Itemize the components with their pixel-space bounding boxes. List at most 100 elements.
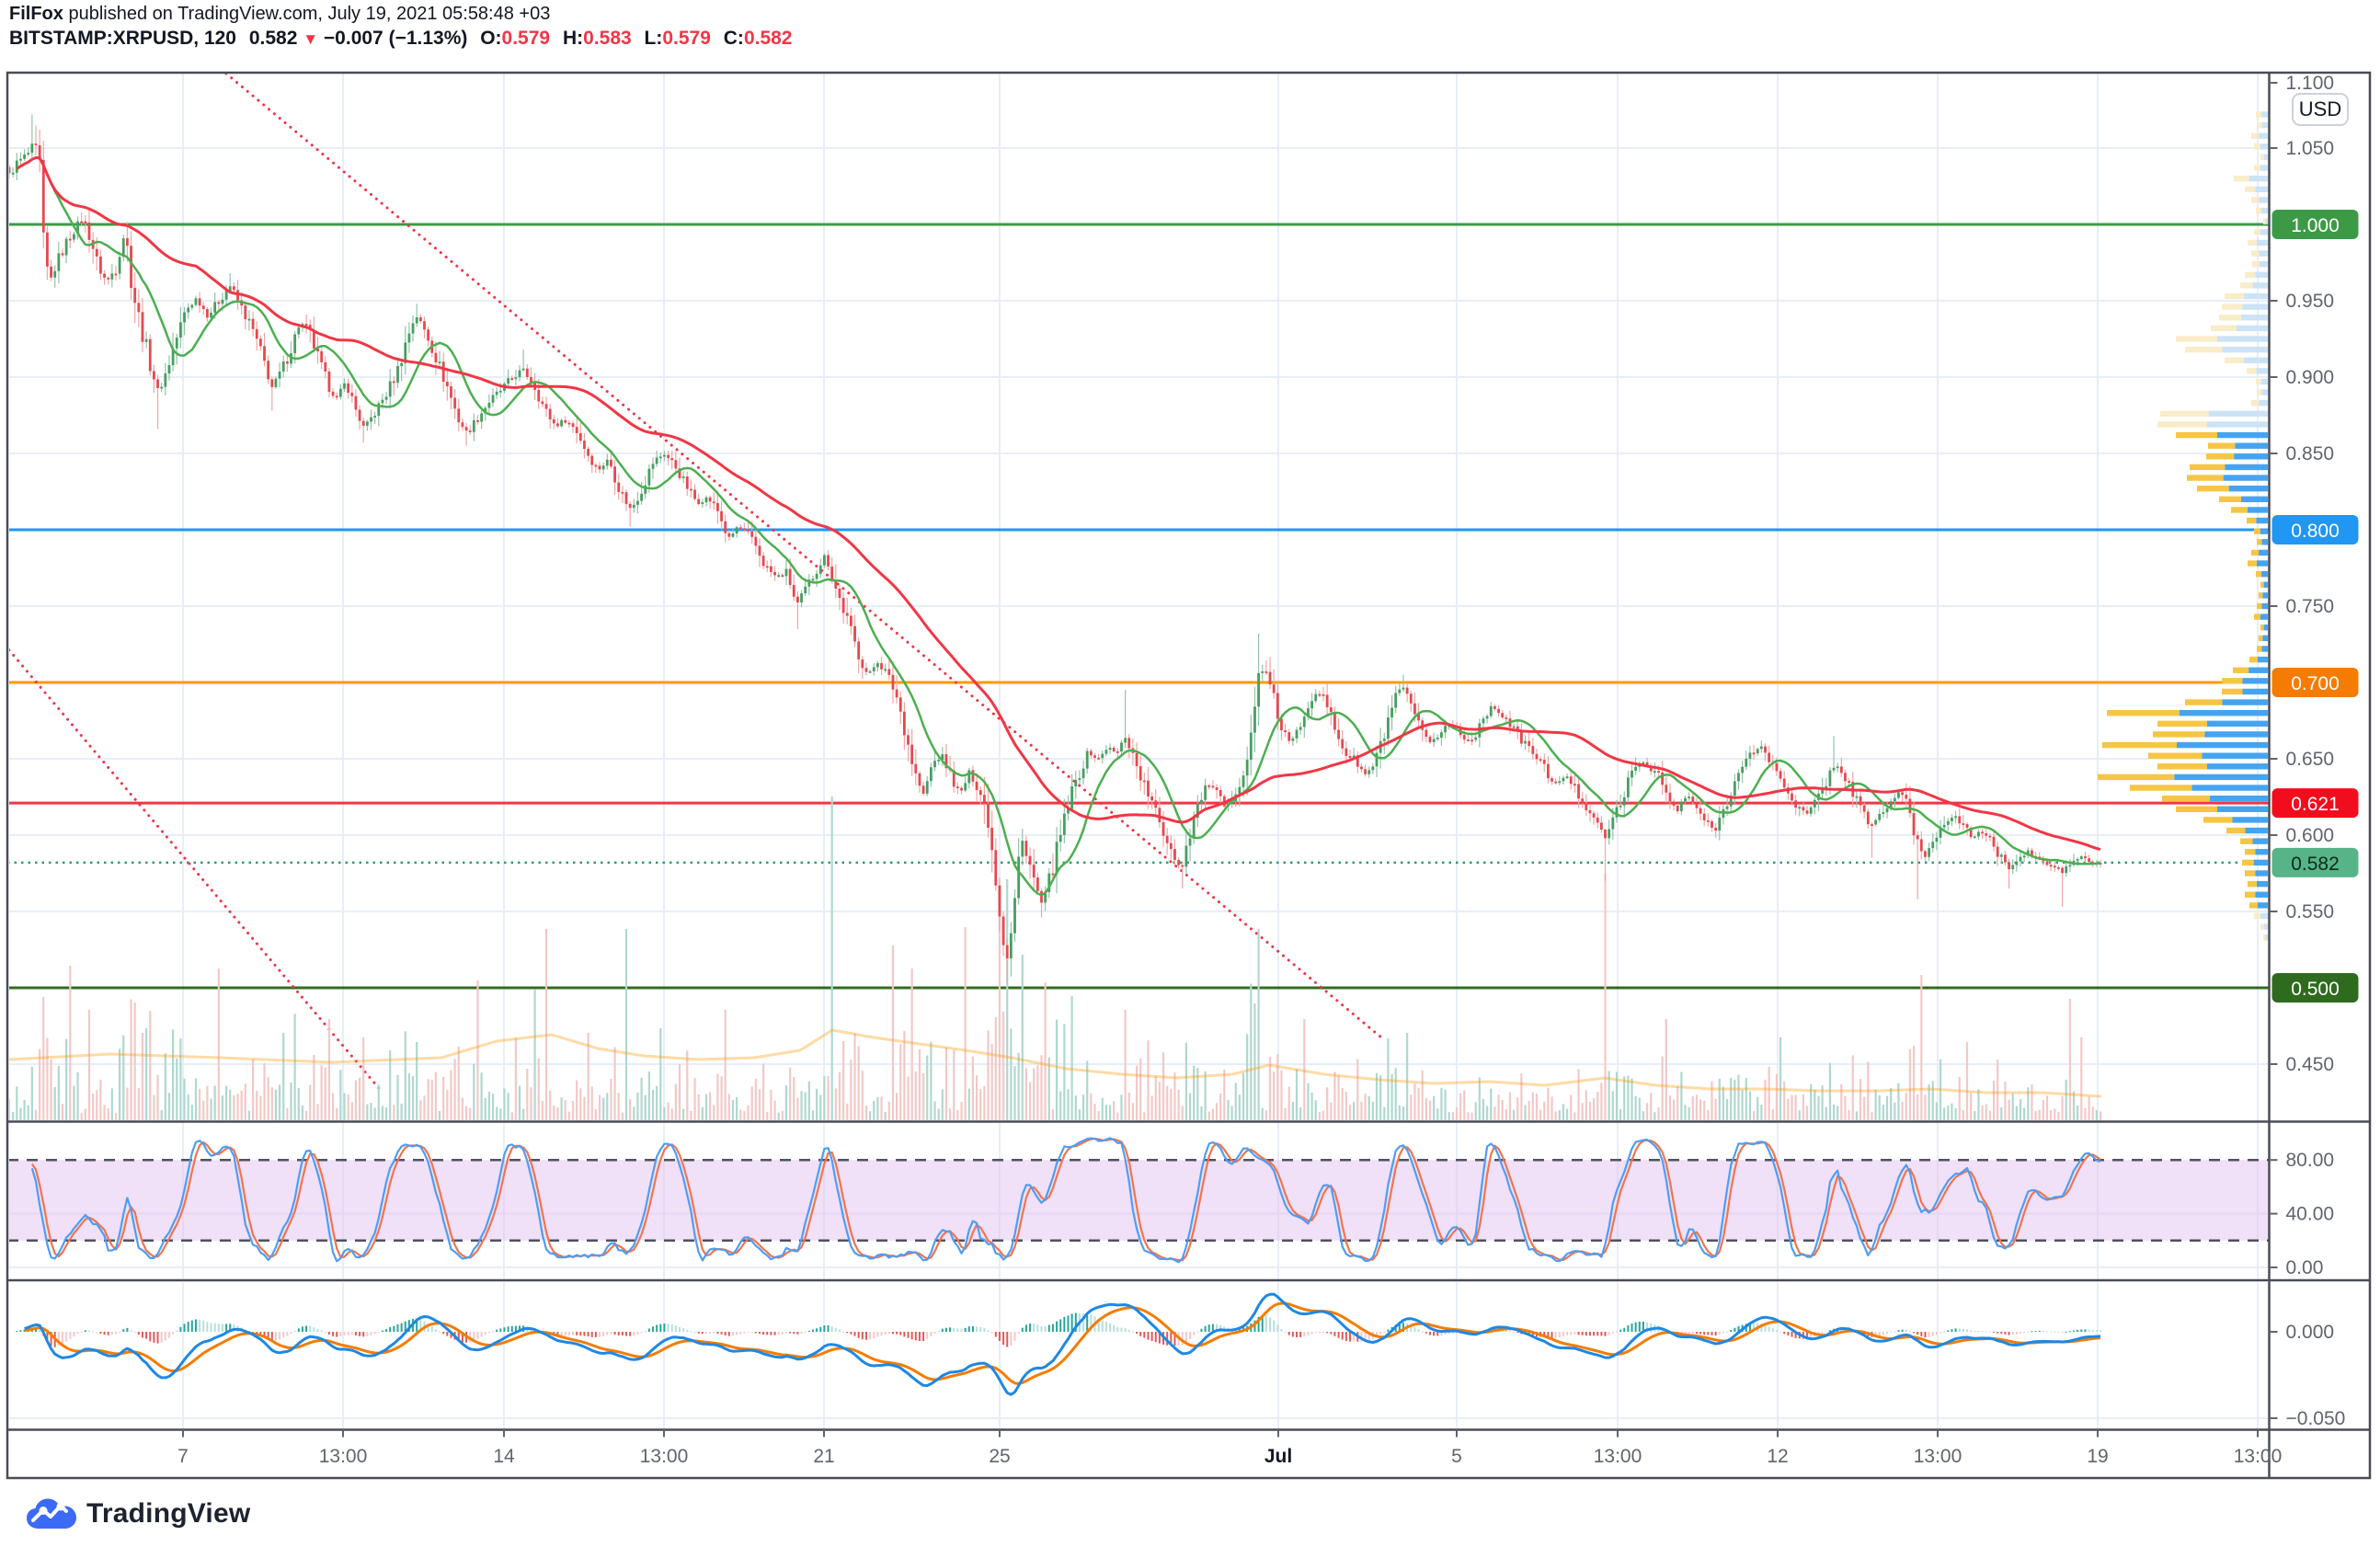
- candle-body: [361, 420, 365, 426]
- candle-body: [1154, 800, 1158, 808]
- volume-bar: [773, 1100, 776, 1120]
- volume-bar: [1139, 1058, 1142, 1120]
- macd-hist-bar: [1722, 1332, 1724, 1334]
- candle-body: [381, 399, 384, 404]
- candle-body: [994, 850, 998, 886]
- volume-bar: [1440, 1087, 1443, 1120]
- macd-hist-bar: [1737, 1325, 1740, 1332]
- macd-hist-bar: [450, 1332, 452, 1338]
- macd-hist-bar: [1939, 1332, 1942, 1334]
- candle-body: [1124, 738, 1127, 743]
- candle-body: [1184, 845, 1188, 867]
- candle-body: [1844, 773, 1847, 782]
- candle-body: [678, 468, 681, 478]
- macd-hist-bar: [1021, 1327, 1024, 1332]
- candle-body: [1284, 730, 1287, 733]
- symbol-title: BITSTAMP:XRPUSD, 120: [9, 28, 236, 49]
- candle-body: [907, 735, 910, 745]
- volume-bar: [1634, 1095, 1637, 1120]
- candle-body: [2076, 858, 2079, 861]
- volume-bar: [1451, 1112, 1454, 1120]
- candle-body: [64, 238, 68, 256]
- volume-bar: [1501, 1099, 1504, 1120]
- volume-bar: [1894, 1102, 1896, 1120]
- volume-bar: [697, 1094, 700, 1120]
- candle-body: [841, 598, 845, 613]
- macd-pane[interactable]: [7, 1282, 2270, 1428]
- candle-body: [285, 361, 289, 364]
- candle-body: [1405, 687, 1409, 694]
- volume-bar: [1562, 1104, 1565, 1120]
- macd-hist-bar: [2000, 1332, 2003, 1335]
- volume-bar: [1181, 1106, 1184, 1120]
- candle-body: [9, 166, 11, 174]
- profile-row-blue: [2260, 613, 2268, 620]
- candle-body: [1462, 735, 1466, 740]
- profile-row-yellow: [2256, 207, 2261, 214]
- candle-body: [1706, 819, 1710, 822]
- stochastic-pane[interactable]: [7, 1123, 2270, 1279]
- currency-usd-button[interactable]: USD: [2292, 93, 2349, 126]
- volume-bar: [903, 1030, 906, 1120]
- macd-hist-bar: [259, 1332, 262, 1336]
- volume-bar: [199, 1088, 201, 1120]
- candle-body: [868, 670, 872, 673]
- candle-body: [944, 754, 948, 769]
- macd-line: [24, 1292, 2101, 1396]
- macd-hist-bar: [2084, 1329, 2087, 1332]
- volume-bar: [453, 1059, 456, 1120]
- macd-hist-bar: [1707, 1332, 1710, 1335]
- volume-bar: [617, 1093, 620, 1120]
- candle-body: [1848, 781, 1851, 784]
- macd-hist-bar: [442, 1332, 445, 1335]
- candle-body: [1299, 727, 1302, 730]
- tradingview-logo[interactable]: TradingView: [26, 1495, 250, 1532]
- last-price: 0.582: [248, 28, 298, 49]
- candle-body: [1169, 842, 1173, 850]
- candle-body: [1828, 770, 1832, 786]
- candle-body: [1268, 671, 1272, 685]
- candle-body: [2004, 854, 2007, 863]
- candle-body: [601, 465, 605, 470]
- volume-bar: [553, 1105, 555, 1120]
- volume-bar: [400, 1103, 403, 1120]
- volume-bar: [686, 1050, 689, 1120]
- macd-hist-bar: [880, 1332, 883, 1336]
- candle-body: [1535, 753, 1539, 760]
- price-axis[interactable]: 1.1001.0500.9500.9000.8500.7500.6500.600…: [2269, 73, 2359, 1429]
- volume-bar: [156, 1074, 159, 1120]
- macd-hist-bar: [1207, 1324, 1210, 1332]
- volume-bar: [1070, 995, 1073, 1120]
- volume-bar: [1470, 1112, 1473, 1120]
- macd-hist-bar: [1943, 1331, 1946, 1333]
- volume-bar: [907, 1076, 910, 1120]
- volume-bar: [1028, 1082, 1032, 1120]
- macd-hist-bar: [286, 1332, 289, 1336]
- stoch-tick-label: 0.00: [2286, 1257, 2324, 1278]
- macd-hist-bar: [1874, 1332, 1877, 1337]
- main-pane[interactable]: [0, 69, 2270, 1120]
- volume-bar: [758, 1089, 761, 1120]
- profile-row-yellow: [2254, 143, 2260, 150]
- macd-hist-bar: [87, 1330, 90, 1332]
- candle-body: [1485, 716, 1489, 719]
- macd-hist-bar: [1562, 1332, 1564, 1337]
- candle-body: [338, 388, 342, 397]
- macd-hist-bar: [979, 1326, 982, 1332]
- volume-bar: [503, 1088, 506, 1120]
- macd-hist-bar: [922, 1332, 925, 1342]
- volume-bar: [594, 1108, 597, 1120]
- candle-body: [1711, 820, 1713, 828]
- time-axis[interactable]: 7 13:00 14 13:00 21 25 Jul 5 13:00 12 13:00 19 13:00: [177, 1429, 2282, 1468]
- volume-bar: [236, 1094, 239, 1120]
- candle-body: [1276, 693, 1279, 719]
- candle-body: [472, 419, 475, 432]
- candle-body: [1318, 693, 1322, 696]
- macd-hist-bar: [1047, 1324, 1050, 1332]
- candle-body: [598, 465, 601, 470]
- volume-bar: [1215, 1103, 1219, 1120]
- volume-bar: [39, 1049, 41, 1120]
- profile-row-blue: [2242, 688, 2268, 695]
- volume-bar: [1166, 1085, 1169, 1120]
